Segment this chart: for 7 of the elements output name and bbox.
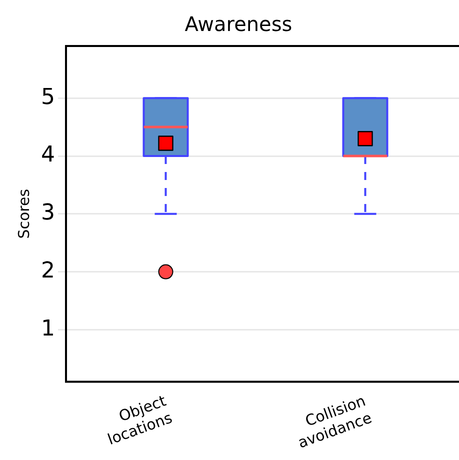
y-tick-label: 3: [40, 200, 55, 226]
chart-title: Awareness: [184, 12, 292, 36]
y-axis-title: Scores: [14, 188, 33, 239]
y-tick-label: 1: [40, 316, 55, 342]
y-tick-label: 2: [40, 258, 55, 284]
y-tick-label: 5: [40, 84, 55, 110]
y-tick-label: 4: [40, 142, 55, 168]
